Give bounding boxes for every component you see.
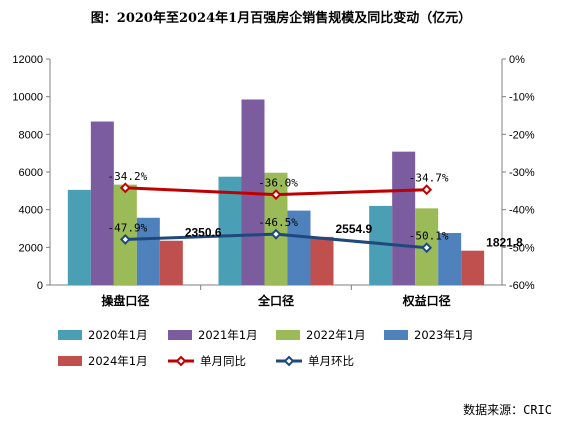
line-point (270, 228, 282, 240)
line-point (421, 184, 433, 196)
x-tick-label: 操盘口径 (101, 293, 149, 308)
y-right-tick-label: -30% (509, 167, 535, 179)
line-value-label: -36.0% (258, 177, 298, 190)
y-tick-label: 4000 (19, 205, 43, 217)
y-tick-label: 6000 (19, 167, 43, 179)
line-value-label: -47.9% (107, 221, 147, 234)
x-tick-label: 全口径 (257, 293, 294, 308)
y-tick-label: 12000 (12, 54, 43, 66)
line-value-label: -50.1% (409, 230, 449, 243)
bar-value-label: 2554.9 (336, 222, 373, 236)
y-right-tick-label: -50% (509, 242, 535, 254)
bar (287, 210, 311, 285)
line-point (119, 234, 131, 245)
legend-marker (283, 355, 295, 367)
line-value-label: -34.7% (409, 172, 449, 185)
legend-label: 2021年1月 (198, 328, 258, 342)
y-right-tick-label: -40% (509, 205, 535, 217)
legend-label: 2022年1月 (306, 328, 366, 342)
legend-swatch (384, 330, 408, 340)
chart-title: 图：2020年至2024年1月百强房企销售规模及同比变动（亿元） (91, 10, 471, 26)
y-right-tick-label: -10% (509, 92, 535, 104)
bar-value-label: 1821.8 (486, 236, 523, 250)
legend-swatch (58, 330, 82, 340)
bar-value-label: 2350.6 (185, 226, 222, 240)
y-right-tick-label: -60% (509, 280, 535, 292)
bar (310, 236, 334, 285)
legend-swatch (168, 330, 192, 340)
legend-label: 2024年1月 (88, 354, 148, 368)
legend-swatch (58, 356, 82, 366)
x-tick-label: 权益口径 (402, 293, 451, 308)
y-tick-label: 0 (37, 280, 43, 292)
bar (461, 250, 485, 285)
line-value-label: -34.2% (107, 170, 147, 183)
legend-marker (175, 355, 187, 367)
y-tick-label: 2000 (19, 242, 43, 254)
y-tick-label: 10000 (12, 92, 43, 104)
legend-label: 单月同比 (200, 354, 246, 368)
line-point (270, 189, 282, 201)
bar (159, 240, 183, 285)
y-tick-label: 8000 (19, 129, 43, 141)
y-right-tick-label: -20% (509, 129, 535, 141)
y-right-tick-label: 0% (509, 54, 525, 66)
line-point (119, 182, 131, 194)
line-point (421, 242, 433, 254)
line-value-label: -46.5% (258, 216, 298, 229)
bar (438, 233, 462, 285)
legend-label: 2020年1月 (88, 328, 148, 342)
bar (369, 205, 393, 285)
bar (67, 189, 91, 285)
legend-label: 2023年1月 (414, 328, 474, 342)
bar (392, 151, 416, 285)
legend-swatch (276, 330, 300, 340)
legend-label: 单月环比 (308, 354, 354, 368)
source-note: 数据来源：CRIC (463, 402, 552, 417)
bar (218, 176, 242, 285)
bar (136, 217, 160, 285)
bar (90, 121, 114, 285)
